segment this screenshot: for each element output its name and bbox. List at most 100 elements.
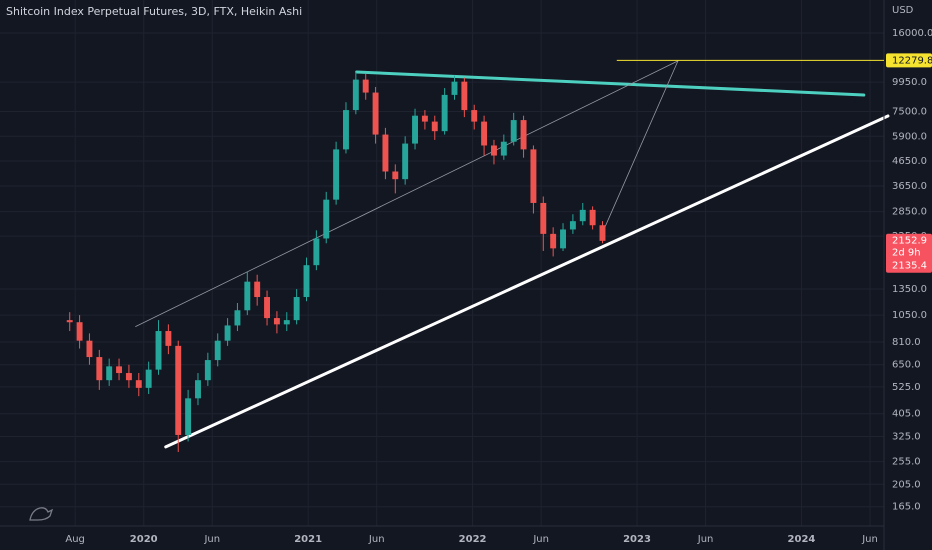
y-tick-label: 525.0	[892, 382, 921, 393]
candle-body	[589, 209, 596, 226]
candle-body	[283, 320, 290, 325]
x-tick-label: Jun	[532, 534, 549, 545]
x-tick-label: Jun	[203, 534, 220, 545]
logo	[29, 507, 54, 521]
x-tick-label: 2021	[294, 534, 322, 545]
logo-icon	[29, 507, 54, 521]
candle-body	[224, 325, 231, 341]
y-tick-label: 1050.0	[892, 310, 927, 321]
x-tick-label: 2022	[459, 534, 487, 545]
candle-body	[560, 229, 566, 249]
candle-body	[599, 225, 606, 241]
candle-body	[352, 79, 359, 111]
candle-body	[254, 281, 261, 298]
candle-body	[441, 94, 448, 132]
chart-title: Shitcoin Index Perpetual Futures, 3D, FT…	[6, 5, 302, 18]
x-tick-label: 2020	[130, 534, 158, 545]
candle-body	[510, 120, 517, 142]
candle-body	[500, 141, 507, 156]
y-tick-label: 810.0	[892, 337, 921, 348]
x-tick-label: Jun	[368, 534, 385, 545]
x-tick-label: Jun	[861, 534, 878, 545]
candle-body	[392, 171, 399, 180]
trend-line	[602, 60, 679, 233]
candle-body	[550, 233, 557, 249]
x-tick-label: Aug	[65, 534, 85, 545]
candle-body	[471, 110, 478, 122]
candle-body	[135, 380, 142, 388]
candle-body	[165, 331, 172, 346]
x-tick-label: 2024	[788, 534, 816, 545]
candle-body	[234, 310, 241, 326]
candle-body	[481, 121, 488, 146]
candle-body	[175, 345, 182, 435]
trend-line	[135, 60, 679, 327]
candle-body	[530, 149, 537, 203]
x-tick-label: Jun	[697, 534, 714, 545]
candle-body	[343, 110, 349, 150]
candle-body	[125, 373, 132, 381]
price-badge	[886, 233, 932, 273]
candle-body	[106, 366, 113, 381]
candle-body	[569, 221, 576, 230]
candle-body	[461, 81, 468, 111]
y-tick-label: 205.0	[892, 479, 921, 490]
candle-body	[86, 340, 93, 358]
candle-body	[145, 369, 152, 388]
candle-body	[264, 297, 271, 319]
candle-body	[412, 115, 418, 144]
currency: USD	[892, 5, 914, 16]
y-tick-label: 255.0	[892, 457, 921, 468]
countdown-label: 2d 9h	[892, 248, 921, 259]
candle-body	[333, 149, 340, 200]
grid	[0, 0, 884, 526]
candle-body	[402, 143, 409, 180]
y-tick-label: 1350.0	[892, 284, 927, 295]
y-tick-label: 5900.0	[892, 131, 927, 142]
y-tick-label: 7500.0	[892, 106, 927, 117]
drawings	[135, 60, 890, 449]
candle-body	[66, 320, 73, 323]
candle-body	[116, 366, 123, 374]
y-tick-label: 405.0	[892, 409, 921, 420]
level-label: 12279.8	[892, 55, 932, 66]
candle-body	[540, 202, 547, 234]
candle-body	[382, 134, 389, 172]
candles	[66, 71, 606, 452]
low-label: 2135.4	[892, 261, 927, 272]
candle-body	[293, 297, 300, 321]
candle-body	[96, 357, 103, 381]
y-tick-label: 325.0	[892, 432, 921, 443]
x-tick-label: 2023	[623, 534, 651, 545]
candle-body	[273, 318, 280, 325]
candle-body	[244, 281, 251, 311]
y-tick-label: 4650.0	[892, 156, 927, 167]
candle-body	[313, 238, 320, 266]
candle-body	[491, 145, 497, 156]
candle-body	[431, 121, 438, 132]
trend-line	[164, 114, 890, 449]
y-tick-label: 650.0	[892, 360, 921, 371]
y-tick-label: 165.0	[892, 502, 921, 513]
candle-body	[372, 92, 379, 135]
price-label: 2152.9	[892, 236, 927, 247]
candle-body	[451, 81, 458, 95]
y-tick-label: 9950.0	[892, 77, 927, 88]
candle-body	[323, 199, 330, 239]
trend-line	[355, 70, 866, 97]
candle-body	[204, 360, 211, 381]
candle-body	[362, 79, 369, 93]
candle-body	[303, 265, 310, 298]
candle-body	[579, 209, 586, 222]
level-badge	[886, 53, 932, 68]
y-tick-label: 3650.0	[892, 181, 927, 192]
candle-body	[76, 322, 83, 341]
candle-body	[214, 340, 221, 361]
candle-body	[195, 380, 201, 399]
candle-body	[421, 115, 428, 122]
candle-body	[185, 398, 192, 435]
candle-body	[520, 120, 527, 150]
